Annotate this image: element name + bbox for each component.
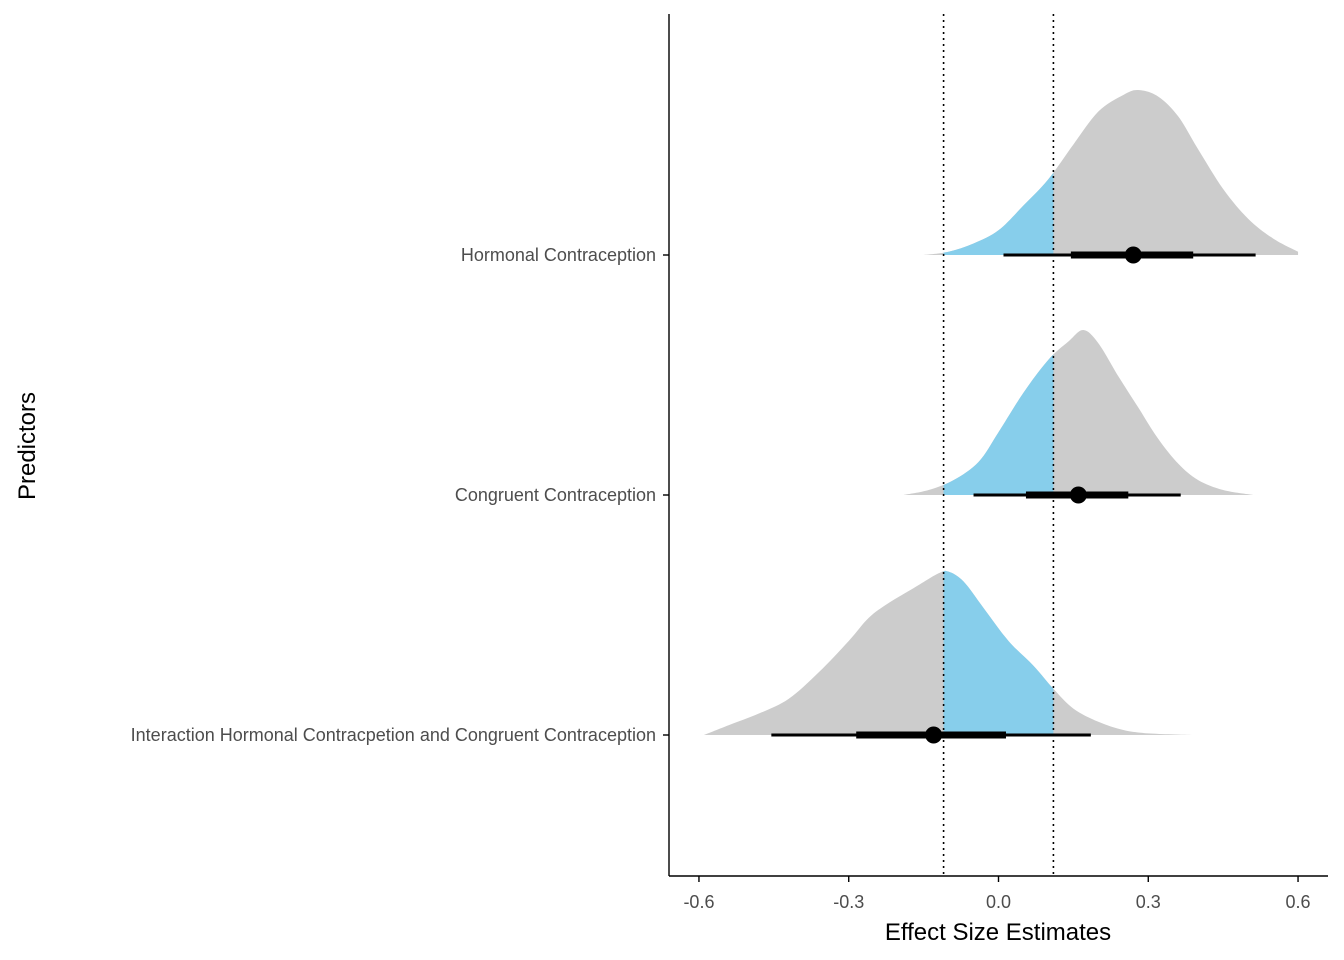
- density-rope-1: [943, 354, 1054, 495]
- x-tick-label-2: 0.0: [986, 892, 1011, 912]
- x-tick-label-3: 0.3: [1136, 892, 1161, 912]
- density-layer: [703, 89, 1299, 735]
- y-axis-title: Predictors: [14, 392, 41, 500]
- x-ticks: -0.6 -0.3 0.0 0.3 0.6: [683, 876, 1311, 912]
- point-estimate-2: [925, 726, 943, 744]
- x-tick-label-4: 0.6: [1286, 892, 1311, 912]
- y-tick-label-0: Hormonal Contraception: [461, 245, 656, 265]
- x-tick-label-1: -0.3: [833, 892, 864, 912]
- interval-layer: [771, 246, 1256, 744]
- y-tick-label-1: Congruent Contraception: [455, 485, 656, 505]
- density-1: [903, 329, 1254, 495]
- x-tick-label-0: -0.6: [683, 892, 714, 912]
- density-0: [923, 89, 1299, 255]
- point-estimate-1: [1069, 486, 1087, 504]
- density-rope-0: [943, 172, 1054, 255]
- point-estimate-0: [1124, 246, 1142, 264]
- y-ticks: Hormonal Contraception Congruent Contrace…: [131, 245, 669, 745]
- x-axis-title: Effect Size Estimates: [885, 919, 1111, 946]
- y-tick-label-2: Interaction Hormonal Contracpetion and C…: [131, 725, 656, 745]
- density-rope-2: [943, 570, 1054, 735]
